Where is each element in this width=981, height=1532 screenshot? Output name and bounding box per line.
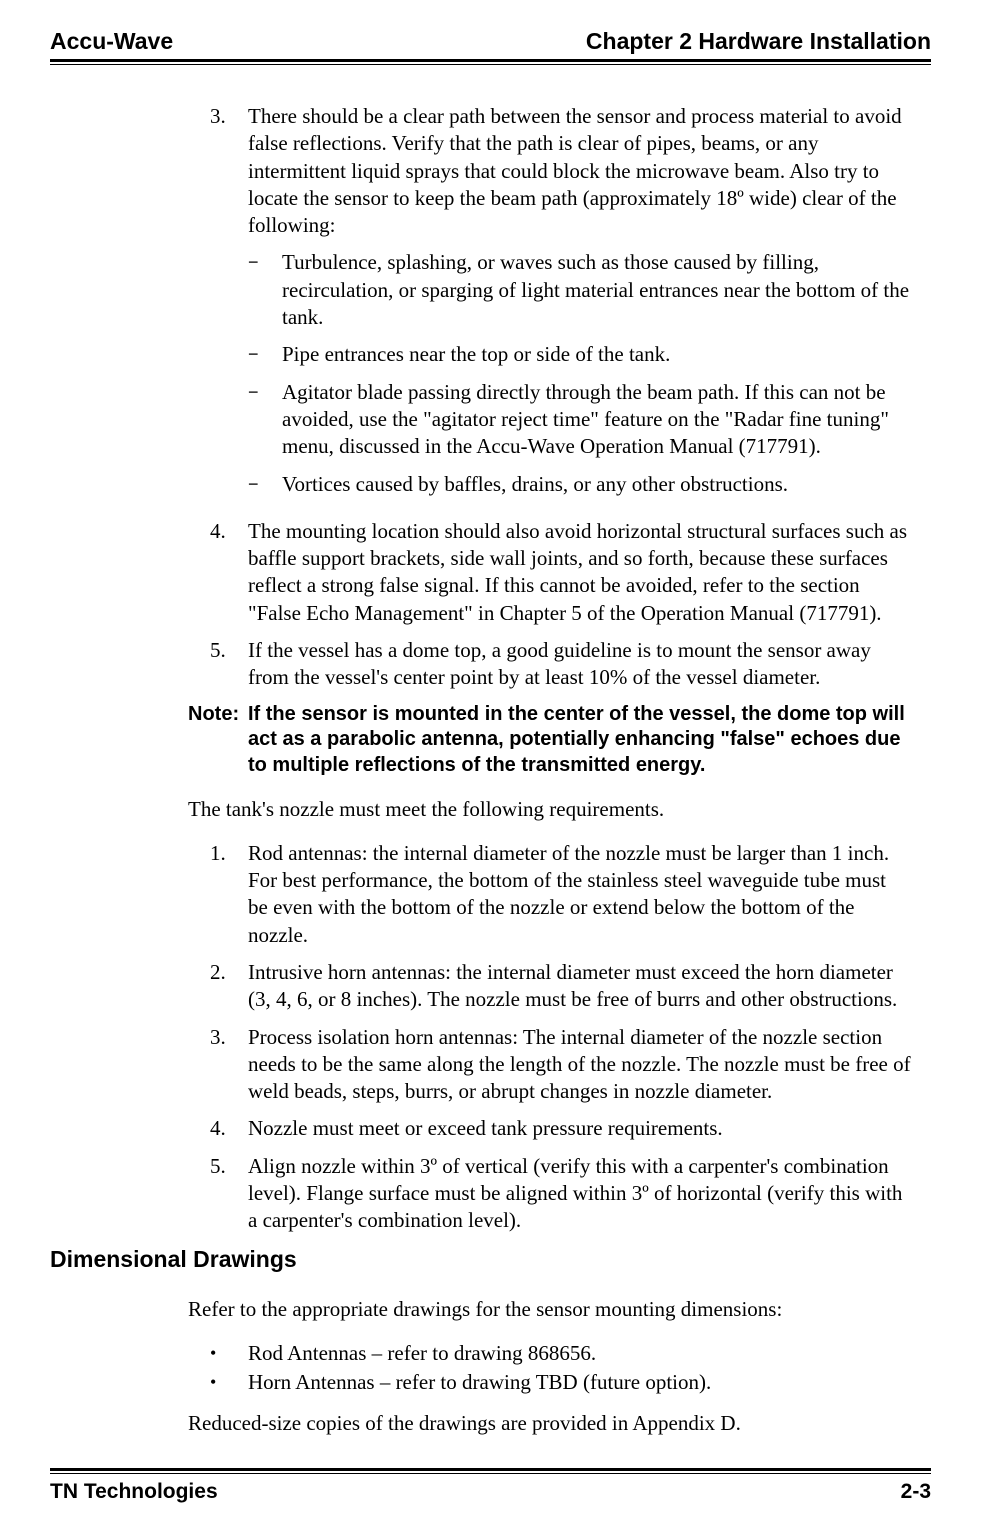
footer-right: 2-3	[901, 1480, 931, 1504]
list1-item3: 3. There should be a clear path between …	[210, 103, 911, 508]
list-number: 5.	[210, 1153, 248, 1235]
list-number: 3.	[210, 1024, 248, 1106]
list-text: If the vessel has a dome top, a good gui…	[248, 637, 911, 692]
list-text: Rod antennas: the internal diameter of t…	[248, 840, 911, 949]
bullet-text: Rod Antennas – refer to drawing 868656.	[248, 1340, 596, 1367]
header-rule	[50, 64, 931, 65]
sub-item: − Agitator blade passing directly throug…	[248, 379, 911, 461]
dash-icon: −	[248, 379, 282, 461]
list-text: Nozzle must meet or exceed tank pressure…	[248, 1115, 911, 1142]
bullet-item: • Horn Antennas – refer to drawing TBD (…	[210, 1369, 911, 1396]
dash-icon: −	[248, 249, 282, 331]
page-container: Accu-Wave Chapter 2 Hardware Installatio…	[0, 0, 981, 1532]
bullet-icon: •	[210, 1340, 248, 1367]
list-text: There should be a clear path between the…	[248, 103, 911, 508]
list-number: 1.	[210, 840, 248, 949]
header-left: Accu-Wave	[50, 28, 173, 55]
footer-left: TN Technologies	[50, 1480, 218, 1504]
footer-rule: TN Technologies 2-3	[50, 1468, 931, 1504]
list-text: Align nozzle within 3º of vertical (veri…	[248, 1153, 911, 1235]
bullet-list: • Rod Antennas – refer to drawing 868656…	[210, 1340, 911, 1397]
list-text: The mounting location should also avoid …	[248, 518, 911, 627]
list2-item1: 1. Rod antennas: the internal diameter o…	[210, 840, 911, 949]
list-number: 4.	[210, 518, 248, 627]
list-number: 3.	[210, 103, 248, 508]
list2-item2: 2. Intrusive horn antennas: the internal…	[210, 959, 911, 1014]
list-number: 2.	[210, 959, 248, 1014]
body-content: 3. There should be a clear path between …	[50, 103, 931, 1468]
note-text: If the sensor is mounted in the center o…	[248, 702, 911, 779]
dash-icon: −	[248, 341, 282, 368]
sub-text: Turbulence, splashing, or waves such as …	[282, 249, 911, 331]
item3-text: There should be a clear path between the…	[248, 104, 902, 237]
paragraph-appendix: Reduced-size copies of the drawings are …	[188, 1410, 911, 1437]
note-label: Note:	[188, 702, 248, 779]
page-footer: TN Technologies 2-3	[50, 1473, 931, 1504]
sub-item: − Vortices caused by baffles, drains, or…	[248, 471, 911, 498]
list-number: 5.	[210, 637, 248, 692]
list2-item5: 5. Align nozzle within 3º of vertical (v…	[210, 1153, 911, 1235]
list-text: Intrusive horn antennas: the internal di…	[248, 959, 911, 1014]
header-right: Chapter 2 Hardware Installation	[586, 28, 931, 55]
dash-icon: −	[248, 471, 282, 498]
sub-text: Agitator blade passing directly through …	[282, 379, 911, 461]
item3-sublist: − Turbulence, splashing, or waves such a…	[248, 249, 911, 497]
sub-item: − Pipe entrances near the top or side of…	[248, 341, 911, 368]
page-header: Accu-Wave Chapter 2 Hardware Installatio…	[50, 28, 931, 62]
list-number: 4.	[210, 1115, 248, 1142]
list-text: Process isolation horn antennas: The int…	[248, 1024, 911, 1106]
sub-text: Vortices caused by baffles, drains, or a…	[282, 471, 911, 498]
list2-item3: 3. Process isolation horn antennas: The …	[210, 1024, 911, 1106]
sub-text: Pipe entrances near the top or side of t…	[282, 341, 911, 368]
bullet-icon: •	[210, 1369, 248, 1396]
list1-item4: 4. The mounting location should also avo…	[210, 518, 911, 627]
bullet-text: Horn Antennas – refer to drawing TBD (fu…	[248, 1369, 711, 1396]
paragraph-drawings-intro: Refer to the appropriate drawings for th…	[188, 1296, 911, 1323]
list1-item5: 5. If the vessel has a dome top, a good …	[210, 637, 911, 692]
note-block: Note: If the sensor is mounted in the ce…	[188, 702, 911, 779]
heading-dimensional-drawings: Dimensional Drawings	[50, 1245, 911, 1275]
list2-item4: 4. Nozzle must meet or exceed tank press…	[210, 1115, 911, 1142]
paragraph-nozzle-intro: The tank's nozzle must meet the followin…	[188, 796, 911, 823]
bullet-item: • Rod Antennas – refer to drawing 868656…	[210, 1340, 911, 1367]
sub-item: − Turbulence, splashing, or waves such a…	[248, 249, 911, 331]
